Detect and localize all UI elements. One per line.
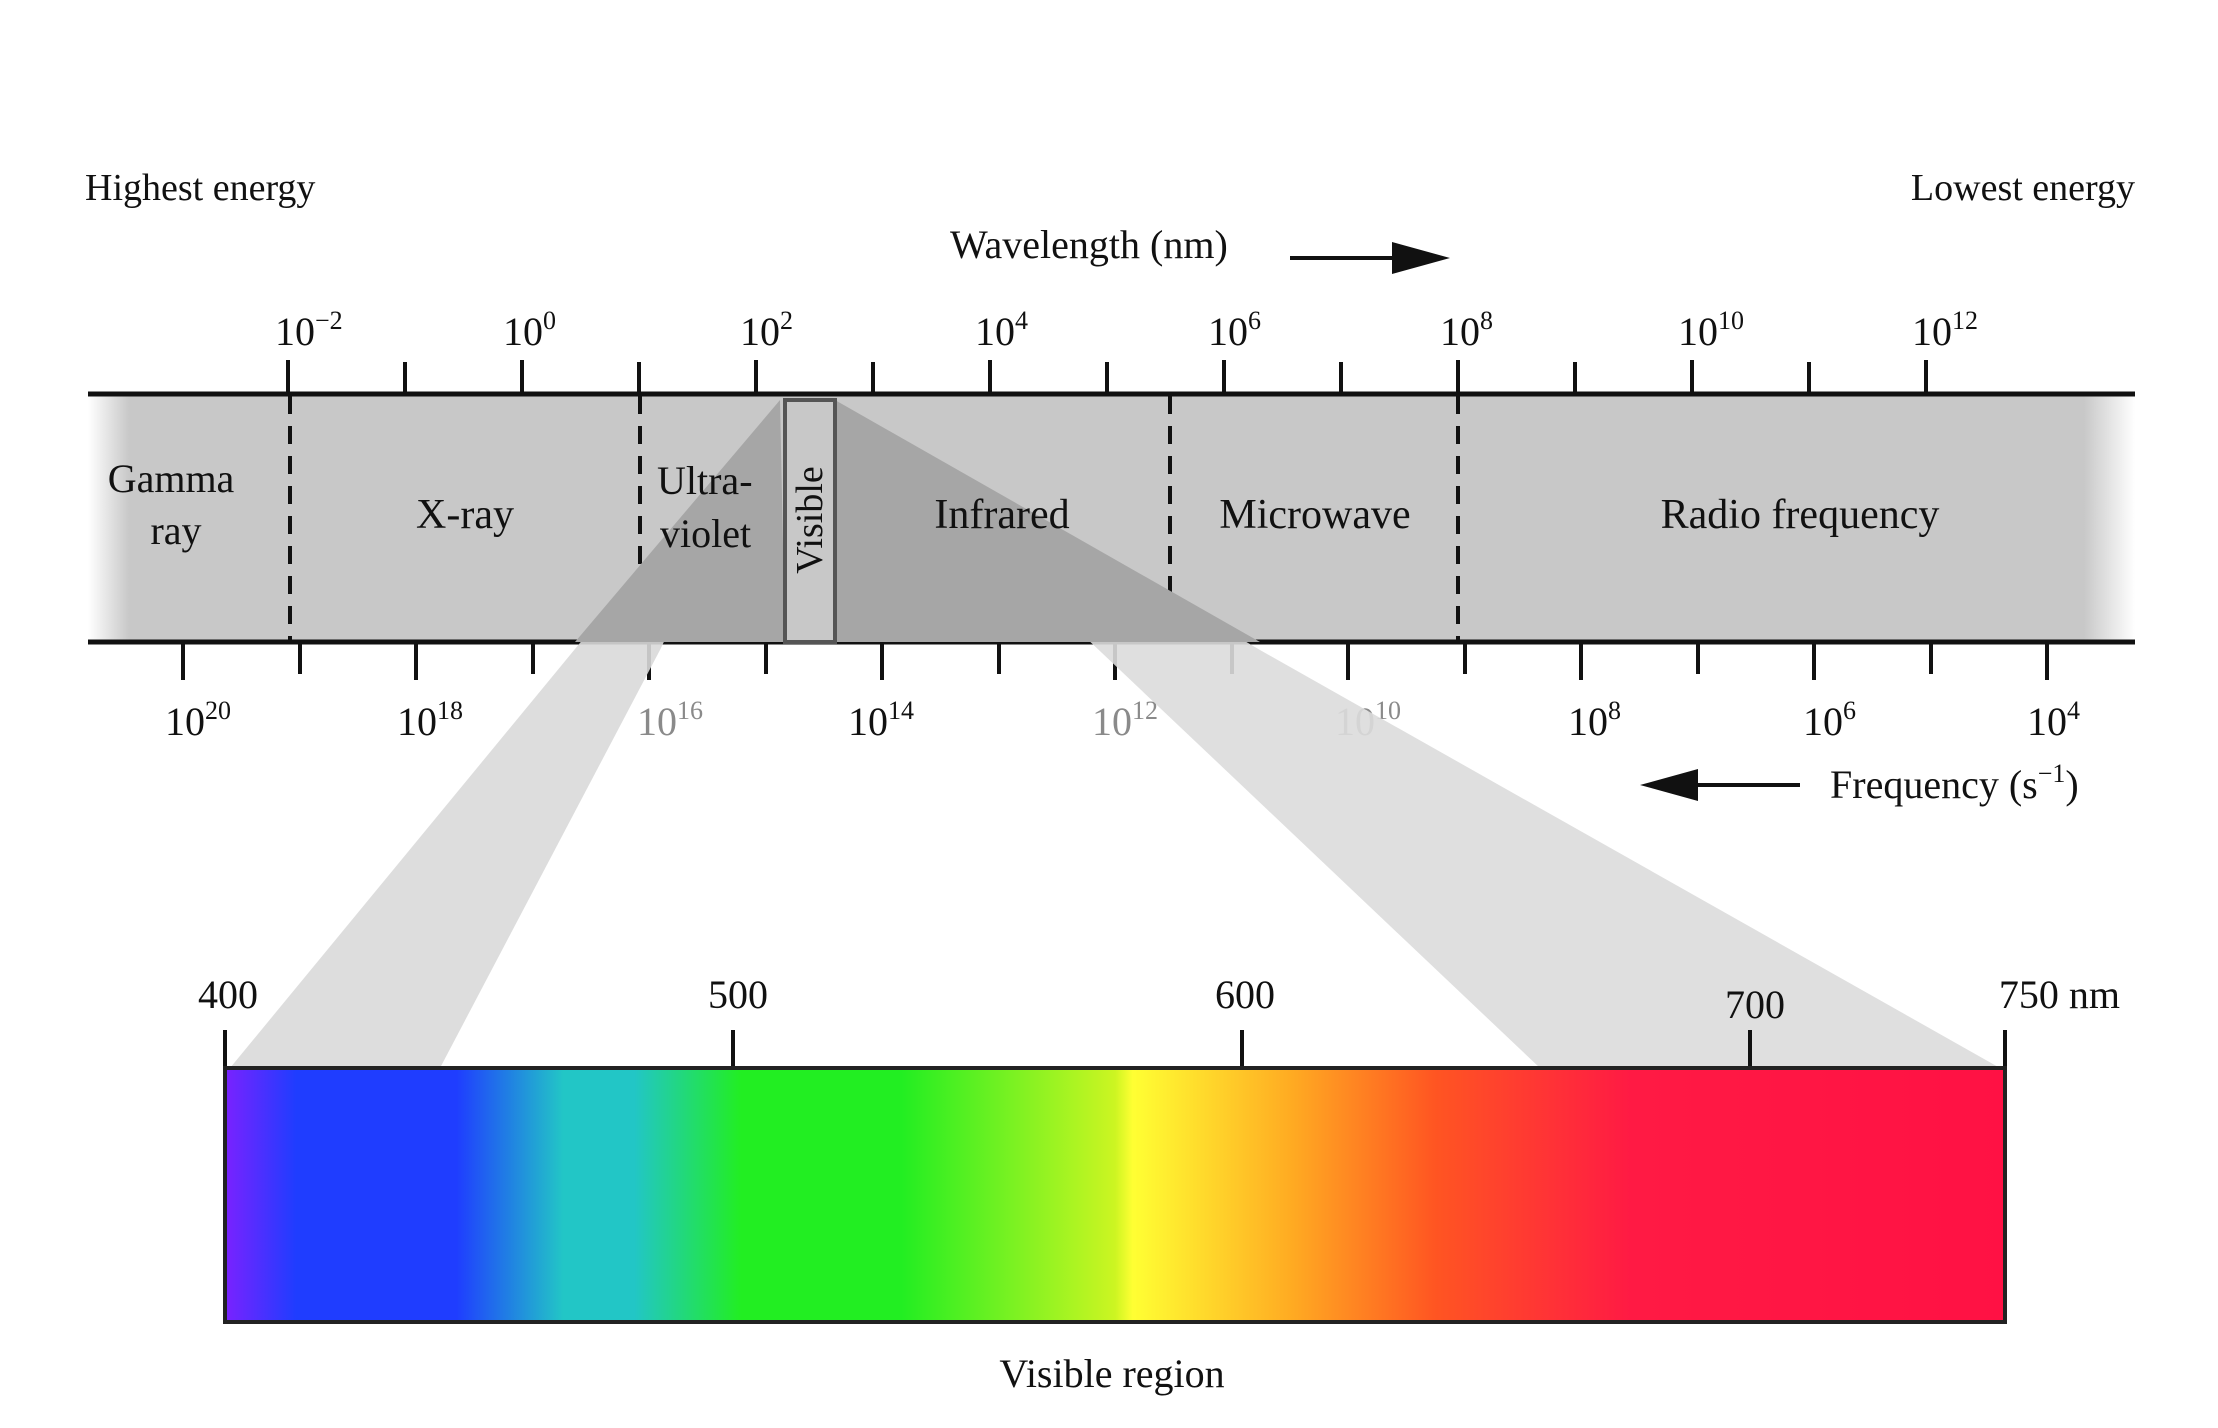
visible-region-caption: Visible region [999,1351,1224,1396]
frequency-tick-label: 106 [1803,696,1856,744]
region-label-gamma-ray: Gamma ray [108,456,245,553]
wavelength-tick-label: 100 [503,306,556,354]
visible-scale-ticks [223,1030,2007,1068]
visible-tick-label-750: 750 nm [1999,972,2120,1017]
region-label-visible: Visible [789,466,831,574]
wavelength-tick-label: 1012 [1912,306,1978,354]
wavelength-tick-labels: 10−2 100 102 104 106 108 1010 1012 [275,306,1978,354]
visible-tick-label-400: 400 [198,972,258,1017]
frequency-tick-label: 1018 [397,696,463,744]
frequency-axis-label: Frequency (s−1) [1830,759,2079,807]
visible-tick-label-700: 700 [1725,982,1785,1027]
visible-tick-label-600: 600 [1215,972,1275,1017]
visible-projection-right [835,400,2000,1068]
visible-tick-label-500: 500 [708,972,768,1017]
region-label-x-ray: X-ray [416,492,514,538]
region-dividers [288,396,1460,642]
projection-overlay-right [835,400,1260,642]
wavelength-arrow-icon [1290,242,1450,274]
wavelength-axis-label: Wavelength (nm) [950,222,1228,267]
frequency-tick-label: 104 [2027,696,2080,744]
frequency-tick-label: 108 [1568,696,1621,744]
wavelength-tick-label: 1010 [1678,306,1744,354]
wavelength-minor-ticks [403,362,1811,394]
frequency-tick-labels: 1020 1018 1016 1014 1012 1010 108 106 10… [165,696,2080,744]
visible-spectrum-bar [223,1066,2007,1324]
projection-overlay-left [575,400,785,642]
frequency-tick-label: 1016 [637,696,703,744]
region-label-radio-frequency: Radio frequency [1661,492,1940,538]
frequency-tick-label: 1012 [1092,696,1158,744]
wavelength-tick-label: 102 [740,306,793,354]
highest-energy-label: Highest energy [85,167,315,209]
frequency-tick-label: 1014 [848,696,914,744]
wavelength-tick-label: 10−2 [275,306,343,354]
region-label-microwave: Microwave [1219,492,1410,538]
wavelength-tick-label: 106 [1208,306,1261,354]
visible-band-segment [783,398,837,644]
region-label-ultraviolet: Ultra- violet [657,458,763,556]
wavelength-major-ticks [286,360,1928,394]
wavelength-tick-label: 104 [975,306,1028,354]
lowest-energy-label: Lowest energy [1911,167,2135,209]
frequency-arrow-icon [1640,769,1800,801]
frequency-tick-label: 1020 [165,696,231,744]
region-label-infrared: Infrared [934,492,1069,538]
wavelength-tick-label: 108 [1440,306,1493,354]
